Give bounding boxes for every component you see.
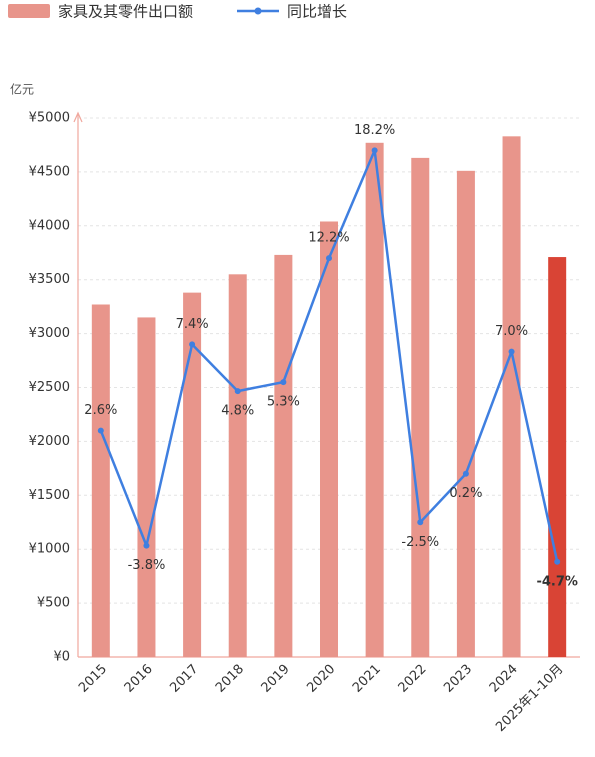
data-label: 7.4% <box>176 317 209 332</box>
bar <box>411 157 430 658</box>
data-label: 7.0% <box>495 324 528 339</box>
y-tick-label: ¥4500 <box>29 164 70 179</box>
line-point <box>143 542 150 549</box>
bar <box>548 257 567 657</box>
x-tick-label: 2021 <box>350 662 384 696</box>
y-tick-label: ¥2500 <box>29 380 70 395</box>
data-label: 0.2% <box>449 486 482 501</box>
legend-label: 家具及其零件出口额 <box>58 3 193 21</box>
bar <box>365 142 384 657</box>
bar <box>91 304 110 657</box>
x-tick-label: 2018 <box>213 662 247 696</box>
y-tick-label: ¥3000 <box>29 326 70 341</box>
data-label: 4.8% <box>221 404 254 419</box>
y-axis-label: 亿元 <box>10 82 34 97</box>
y-tick-label: ¥3500 <box>29 272 70 287</box>
y-tick-label: ¥1500 <box>29 488 70 503</box>
legend-swatch-dot <box>254 7 262 15</box>
data-label: -2.5% <box>401 535 439 550</box>
bar <box>502 136 521 658</box>
data-label: 5.3% <box>267 395 300 410</box>
data-label: 12.2% <box>308 231 349 246</box>
x-tick-label: 2022 <box>396 662 430 696</box>
data-label: 18.2% <box>354 123 395 138</box>
x-tick-label: 2023 <box>441 662 475 696</box>
line-point <box>371 147 378 154</box>
line-point <box>462 470 469 477</box>
bar <box>228 274 247 657</box>
line-point <box>189 341 196 348</box>
y-axis-arrow <box>73 111 83 123</box>
line-point <box>280 379 287 386</box>
x-tick-label: 2020 <box>304 662 338 696</box>
data-label: -4.7% <box>536 574 577 589</box>
legend-swatch <box>8 4 50 18</box>
y-tick-label: ¥5000 <box>29 111 70 126</box>
bar <box>137 317 156 657</box>
bar <box>320 221 338 657</box>
x-tick-label: 2017 <box>167 662 201 696</box>
data-label: -3.8% <box>128 558 166 573</box>
data-label: 2.6% <box>84 403 117 418</box>
bar <box>183 292 202 657</box>
line-point <box>417 519 424 526</box>
line-point <box>326 255 332 262</box>
line-point <box>508 348 515 355</box>
y-tick-label: ¥0 <box>53 650 70 665</box>
y-tick-label: ¥2000 <box>29 434 70 449</box>
y-tick-label: ¥4000 <box>29 218 70 233</box>
legend-label: 同比增长 <box>287 3 347 21</box>
x-tick-label: 2016 <box>122 662 156 696</box>
x-tick-label: 2024 <box>487 662 521 696</box>
bar <box>274 254 293 657</box>
y-tick-label: ¥1000 <box>29 542 70 557</box>
x-tick-label: 2015 <box>76 662 110 696</box>
line-point <box>234 388 241 395</box>
x-tick-label: 2019 <box>259 662 293 696</box>
line-point <box>554 558 561 565</box>
bar <box>456 170 475 657</box>
y-tick-label: ¥500 <box>37 596 70 611</box>
line-point <box>97 427 104 434</box>
